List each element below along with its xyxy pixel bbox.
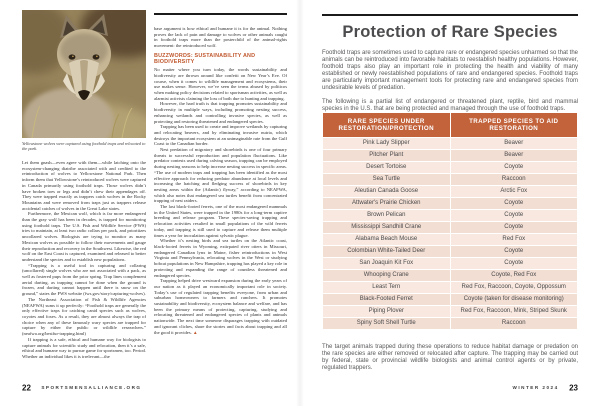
wolf-illustration (22, 10, 146, 138)
paragraph: No matter where you turn today, the word… (154, 67, 287, 101)
table-cell: Coyote (450, 210, 577, 222)
left-page: Yellowstone wolves were captured using f… (22, 10, 287, 397)
table-cell: Attwater's Prairie Chicken (323, 198, 450, 210)
paragraph: “Trapping is a useful tool in capturing … (22, 262, 146, 297)
table-row: Aleutian Canada Goose Arctic Fox (323, 186, 577, 198)
table-row: Black-Footed Ferret Coyote (taken for dis… (323, 294, 577, 306)
table-cell: Coyote, Red Fox (450, 270, 577, 282)
paragraph: If trapping is a safe, ethical and human… (22, 336, 146, 359)
table-row: Attwater's Prairie Chicken Coyote (323, 198, 577, 210)
table-row: Least Tern Red Fox, Raccoon, Coyote, Oppo… (323, 282, 577, 294)
intro-text: Foothold traps are sometimes used to cap… (322, 50, 578, 119)
table-cell: Coyote (450, 222, 577, 234)
table-cell: Pitcher Plant (323, 150, 450, 162)
table-cell: Beaver (450, 150, 577, 162)
table-cell: Piping Plover (323, 306, 450, 318)
table-row: Brown Pelican Coyote (323, 210, 577, 222)
article-title: Protection of Rare Species (342, 23, 558, 41)
table-cell: Coyote (450, 162, 577, 174)
table-cell: Red Fox, Raccoon, Coyote, Oppossum (450, 282, 577, 294)
table-cell: Alabama Beach Mouse (323, 234, 450, 246)
table-cell: Raccoon (450, 318, 577, 330)
table-row: Pink Lady Slipper Beaver (323, 138, 577, 150)
table-cell: Aleutian Canada Goose (323, 186, 450, 198)
table-row: Desert Tortoise Coyote (323, 162, 577, 174)
table-row: San Joaquin Kit Fox Coyote (323, 258, 577, 270)
table-row: Piping Plover Red Fox, Raccoon, Mink, Str… (323, 306, 577, 318)
wolf-photo (22, 10, 146, 138)
table-row: Sea Turtle Raccoon (323, 174, 577, 186)
table-row: Colombian White-Tailed Deer Coyote (323, 246, 577, 258)
site-url: SPORTSMENSALLIANCE.ORG (41, 385, 142, 391)
table-cell: Sea Turtle (323, 174, 450, 186)
article-end-mark: ▲ (192, 329, 198, 335)
table-cell: Raccoon (450, 174, 577, 186)
table-cell: Brown Pelican (323, 210, 450, 222)
table-header-row: RARE SPECIES UNDER RESTORATION/PROTECTIO… (323, 113, 577, 138)
page-number: 23 (569, 383, 578, 393)
column-header-trapped-species: TRAPPED SPECIES TO AID RESTORATION (450, 113, 577, 138)
left-page-footer: 22 SPORTSMENSALLIANCE.ORG (22, 379, 141, 397)
column-header-rare-species: RARE SPECIES UNDER RESTORATION/PROTECTIO… (323, 113, 450, 138)
paragraph: The Northeast Association of Fish & Wild… (22, 296, 146, 337)
table-cell: Coyote (450, 258, 577, 270)
paragraph: base argument is how ethical and humane … (154, 25, 287, 48)
table-row: Spiny Soft Shell Turtle Raccoon (323, 318, 577, 330)
rare-species-table: RARE SPECIES UNDER RESTORATION/PROTECTIO… (322, 112, 578, 330)
right-column: base argument is how ethical and humane … (154, 13, 287, 369)
page-top-rule (322, 14, 578, 16)
table-cell: Red Fox (450, 234, 577, 246)
table-row: Alabama Beach Mouse Red Fox (323, 234, 577, 246)
paragraph: Let them gnash—even agree with them—whil… (22, 160, 146, 211)
page-number: 22 (22, 383, 31, 393)
table-cell: Least Tern (323, 282, 450, 294)
table-cell: Red Fox, Raccoon, Mink, Striped Skunk (450, 306, 577, 318)
table-cell: Desert Tortoise (323, 162, 450, 174)
table-cell: Coyote (450, 198, 577, 210)
table-row: Whooping Crane Coyote, Red Fox (323, 270, 577, 282)
paragraph: However, the hard truth is that trapping… (154, 101, 287, 124)
table-cell: Colombian White-Tailed Deer (323, 246, 450, 258)
table-row: Pitcher Plant Beaver (323, 150, 577, 162)
issue-season: WINTER 2024 (512, 385, 559, 391)
table-cell: Coyote (450, 246, 577, 258)
right-page: Protection of Rare Species Foothold trap… (300, 0, 600, 406)
table-cell: Mississippi Sandhill Crane (323, 222, 450, 234)
table-cell: Arctic Fox (450, 186, 577, 198)
table-body: Pink Lady Slipper Beaver Pitcher Plant Beav… (323, 138, 577, 330)
right-page-footer: WINTER 2024 23 (513, 379, 578, 397)
table-cell: Coyote (taken for disease monitoring) (450, 294, 577, 306)
table-cell: Black-Footed Ferret (323, 294, 450, 306)
table-row: Mississippi Sandhill Crane Coyote (323, 222, 577, 234)
table-cell: Pink Lady Slipper (323, 138, 450, 150)
paragraph: Trapping has been used to create and imp… (154, 124, 287, 147)
paragraph: Furthermore, the Mexican wolf, which is … (22, 211, 146, 262)
paragraph: Trapping helped drive westward expansion… (154, 278, 287, 335)
page-gutter-seam (296, 0, 304, 406)
paragraph: The last black-footed ferrets, one of th… (154, 204, 287, 238)
table-cell: San Joaquin Kit Fox (323, 258, 450, 270)
table-cell: Whooping Crane (323, 270, 450, 282)
paragraph: Whether it’s nesting birds and sea turtl… (154, 238, 287, 278)
photo-caption: Yellowstone wolves were captured using f… (22, 141, 146, 152)
paragraph: The following is a partial list of endan… (322, 98, 578, 112)
left-column: Let them gnash—even agree with them—whil… (22, 160, 146, 368)
section-heading: BUZZWORDS: SUSTAINABILITY AND BIODIVERSI… (154, 52, 256, 65)
paragraph-text: Trapping helped drive westward expansion… (154, 278, 287, 335)
table-cell: Beaver (450, 138, 577, 150)
table-cell: Spiny Soft Shell Turtle (323, 318, 450, 330)
table-footnote: The target animals trapped during these … (322, 344, 578, 372)
column-top-rule (154, 13, 287, 15)
table-header: RARE SPECIES UNDER RESTORATION/PROTECTIO… (323, 113, 577, 138)
paragraph: Nest predation of migratory and shorebir… (154, 147, 287, 204)
paragraph: Foothold traps are sometimes used to cap… (322, 50, 578, 92)
